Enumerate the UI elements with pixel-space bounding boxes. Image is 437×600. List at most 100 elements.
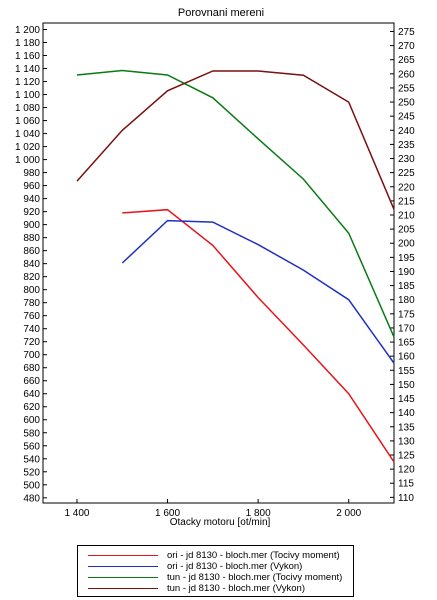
x-tick-label: 1 400 <box>64 508 89 519</box>
y-right-tick-label: 145 <box>398 394 415 405</box>
y-right-tick-label: 240 <box>398 126 415 137</box>
y-left-tick-label: 580 <box>23 428 40 439</box>
series-line-1 <box>122 208 395 463</box>
y-left-tick-label: 740 <box>23 324 40 335</box>
y-left-tick-label: 600 <box>23 415 40 426</box>
y-right-tick-label: 135 <box>398 422 415 433</box>
y-right-tick-label: 140 <box>398 408 415 419</box>
legend-swatch <box>88 588 158 589</box>
y-left-tick-label: 1 100 <box>15 90 40 101</box>
y-left-tick-label: 1 040 <box>15 129 40 140</box>
y-left-tick-label: 900 <box>23 220 40 231</box>
y-right-tick-label: 125 <box>398 451 415 462</box>
legend-item: tun - jd 8130 - bloch.mer (Vykon) <box>78 583 353 595</box>
legend-swatch <box>88 577 158 578</box>
y-left-tick-label: 520 <box>23 467 40 478</box>
y-left-tick-label: 1 020 <box>15 142 40 153</box>
legend-swatch <box>88 555 158 556</box>
y-right-tick-label: 165 <box>398 338 415 349</box>
series-line-3 <box>76 69 395 338</box>
y-right-tick-label: 180 <box>398 295 415 306</box>
legend-label: tun - jd 8130 - bloch.mer (Tocivy moment… <box>167 572 343 583</box>
y-left-tick-label: 860 <box>23 246 40 257</box>
y-right-tick-label: 185 <box>398 281 415 292</box>
y-right-tick-label: 200 <box>398 239 415 250</box>
y-right-tick-label: 155 <box>398 366 415 377</box>
y-right-tick-label: 170 <box>398 323 415 334</box>
y-left-tick-label: 880 <box>23 233 40 244</box>
chart-title: Porovnani mereni <box>178 7 264 19</box>
y-right-tick-label: 150 <box>398 380 415 391</box>
legend-item: tun - jd 8130 - bloch.mer (Tocivy moment… <box>78 572 353 584</box>
y-right-tick-label: 195 <box>398 253 415 264</box>
y-left-tick-label: 620 <box>23 402 40 413</box>
y-right-tick-label: 190 <box>398 267 415 278</box>
y-right-tick-label: 130 <box>398 436 415 447</box>
y-right-tick-label: 115 <box>398 479 414 490</box>
legend-swatch <box>88 566 158 567</box>
y-left-tick-label: 1 120 <box>15 77 40 88</box>
y-left-tick-label: 680 <box>23 363 40 374</box>
legend-item: ori - jd 8130 - bloch.mer (Tocivy moment… <box>78 550 353 562</box>
y-left-tick-label: 820 <box>23 272 40 283</box>
series-lines <box>76 69 395 463</box>
y-right-tick-label: 220 <box>398 182 415 193</box>
y-axis-left: 480 500 520 540 560 580 600 620 640 660 680 700 720 7… <box>15 25 47 504</box>
y-left-tick-label: 500 <box>23 480 40 491</box>
y-left-tick-label: 660 <box>23 376 40 387</box>
y-left-tick-label: 960 <box>23 181 40 192</box>
y-left-tick-label: 480 <box>23 493 40 504</box>
y-left-tick-label: 540 <box>23 454 40 465</box>
y-left-tick-label: 800 <box>23 285 40 296</box>
y-left-tick-label: 980 <box>23 168 40 179</box>
y-left-tick-label: 1 180 <box>15 38 40 49</box>
y-left-tick-label: 700 <box>23 350 40 361</box>
x-tick-label: 1 600 <box>155 508 180 519</box>
y-right-tick-label: 245 <box>398 112 415 123</box>
y-right-tick-label: 225 <box>398 168 415 179</box>
y-right-tick-label: 160 <box>398 352 415 363</box>
y-right-tick-label: 275 <box>398 27 415 38</box>
legend-label: ori - jd 8130 - bloch.mer (Tocivy moment… <box>167 550 340 561</box>
y-left-tick-label: 1 200 <box>15 25 40 36</box>
y-left-tick-label: 1 160 <box>15 51 40 62</box>
y-right-tick-label: 260 <box>398 69 415 80</box>
legend-item: ori - jd 8130 - bloch.mer (Vykon) <box>78 561 353 573</box>
legend-label: ori - jd 8130 - bloch.mer (Vykon) <box>167 561 303 572</box>
y-right-tick-label: 255 <box>398 83 415 94</box>
y-left-tick-label: 720 <box>23 337 40 348</box>
y-right-tick-label: 235 <box>398 140 415 151</box>
y-right-tick-label: 175 <box>398 309 415 320</box>
y-right-tick-label: 205 <box>398 225 415 236</box>
y-right-tick-label: 120 <box>398 465 415 476</box>
y-right-tick-label: 265 <box>398 55 415 66</box>
series-line-4 <box>76 70 395 210</box>
legend-label: tun - jd 8130 - bloch.mer (Vykon) <box>167 583 305 594</box>
y-right-tick-label: 230 <box>398 154 415 165</box>
y-right-tick-label: 110 <box>398 493 414 504</box>
plot-area <box>42 22 395 504</box>
y-left-tick-label: 640 <box>23 389 40 400</box>
y-left-tick-label: 1 080 <box>15 103 40 114</box>
y-right-tick-label: 215 <box>398 196 415 207</box>
y-left-tick-label: 940 <box>23 194 40 205</box>
y-left-tick-label: 780 <box>23 298 40 309</box>
y-right-tick-label: 270 <box>398 41 415 52</box>
y-left-tick-label: 920 <box>23 207 40 218</box>
y-right-tick-label: 250 <box>398 98 415 109</box>
x-tick-label: 1 800 <box>246 508 271 519</box>
x-axis-label: Otacky motoru [ot/min] <box>170 517 271 528</box>
legend: ori - jd 8130 - bloch.mer (Tocivy moment… <box>77 545 354 597</box>
x-axis: 1 400 1 600 1 800 2 000 <box>64 499 362 519</box>
y-right-tick-label: 210 <box>398 211 415 222</box>
y-axis-right: 110 115 120 125 130 135 140 145 150 155 160 165 170 1… <box>390 27 415 504</box>
y-left-tick-label: 1 140 <box>15 64 40 75</box>
y-left-tick-label: 560 <box>23 441 40 452</box>
series-line-2 <box>121 219 395 364</box>
y-left-tick-label: 760 <box>23 311 40 322</box>
y-left-tick-label: 1 000 <box>15 155 40 166</box>
x-tick-label: 2 000 <box>336 508 361 519</box>
chart-canvas: Porovnani mereni 480 500 520 540 560 580 600 62… <box>15 7 415 528</box>
y-left-tick-label: 840 <box>23 259 40 270</box>
y-left-tick-label: 1 060 <box>15 116 40 127</box>
